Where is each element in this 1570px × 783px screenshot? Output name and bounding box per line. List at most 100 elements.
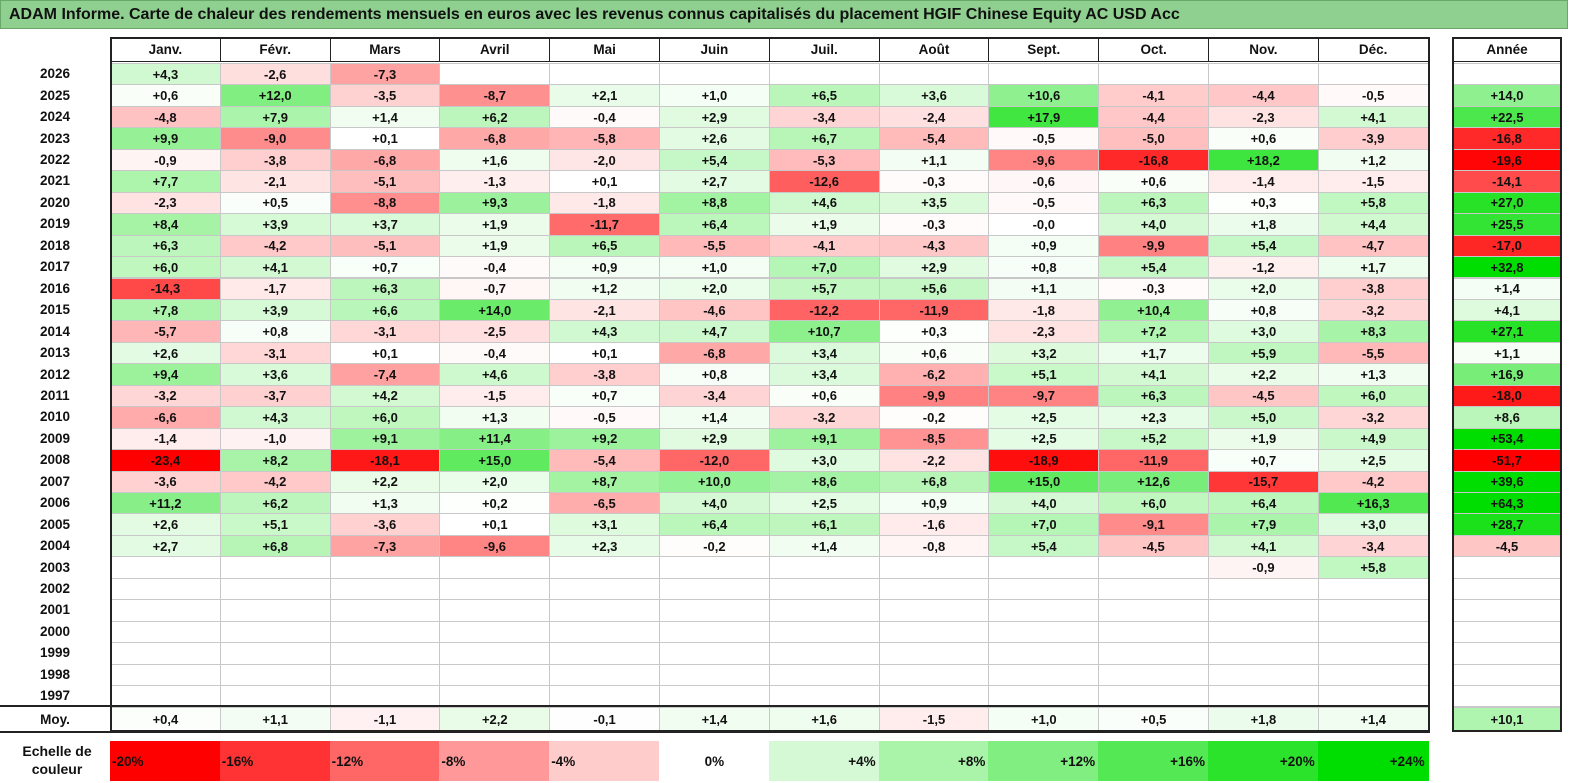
month-header: Mai — [549, 37, 660, 62]
heatmap-cell: -7,4 — [329, 363, 441, 386]
year-label: 1997 — [39, 688, 71, 704]
heatmap-cell: +2,5 — [768, 492, 880, 515]
heatmap-cell: -7,3 — [329, 63, 441, 86]
heatmap-cell: +3,2 — [988, 341, 1100, 365]
heatmap-cell — [1098, 642, 1209, 665]
heatmap-cell: -11,7 — [549, 213, 660, 236]
year-label: 2011 — [40, 387, 70, 403]
heatmap-cell: -0,3 — [878, 170, 990, 193]
heatmap-cell — [110, 577, 221, 601]
heatmap-cell: -5,7 — [110, 320, 221, 343]
heatmap-cell: -1,4 — [110, 427, 221, 451]
heatmap-cell — [1317, 642, 1429, 665]
heatmap-cell: -5,5 — [659, 234, 770, 258]
heatmap-cell: +15,0 — [988, 470, 1100, 493]
heatmap-cell: -6,6 — [110, 406, 221, 429]
heatmap-cell: -3,2 — [1317, 406, 1429, 429]
heatmap-cell — [768, 620, 880, 644]
annual-cell: +27,1 — [1452, 320, 1562, 343]
heatmap-cell: +0,6 — [768, 384, 880, 408]
heatmap-cell: -2,3 — [1208, 105, 1319, 129]
heatmap-cell: +2,1 — [549, 84, 660, 107]
heatmap-cell: -0,7 — [439, 277, 551, 300]
heatmap-cell: +10,6 — [988, 84, 1100, 107]
heatmap-cell — [439, 642, 551, 665]
heatmap-cell: +6,2 — [219, 492, 331, 515]
heatmap-cell: +0,9 — [988, 234, 1100, 258]
heatmap-cell: +6,0 — [110, 256, 221, 279]
heatmap-cell: +4,1 — [219, 256, 331, 279]
heatmap-cell: +1,0 — [659, 84, 770, 107]
month-header: Janv. — [110, 37, 221, 62]
year-label: 2007 — [39, 473, 71, 489]
heatmap-cell: -9,9 — [878, 384, 990, 408]
heatmap-cell — [329, 642, 441, 665]
heatmap-cell: -3,8 — [549, 363, 660, 386]
heatmap-cell: +0,7 — [1208, 449, 1319, 472]
heatmap-cell: -12,0 — [659, 449, 770, 472]
heatmap-cell: -11,9 — [878, 298, 990, 322]
heatmap-cell — [988, 620, 1100, 644]
annual-cell — [1452, 642, 1562, 665]
heatmap-cell: -1,8 — [988, 298, 1100, 322]
heatmap-cell — [659, 63, 770, 86]
heatmap-cell: -0,4 — [549, 105, 660, 129]
heatmap-cell — [549, 556, 660, 579]
year-label: 2002 — [39, 581, 71, 597]
heatmap-cell: +3,6 — [878, 84, 990, 107]
average-cell: +1,6 — [768, 707, 880, 732]
heatmap-cell: +5,7 — [768, 277, 880, 300]
heatmap-cell: +10,0 — [659, 470, 770, 493]
heatmap-cell: +0,8 — [219, 320, 331, 343]
heatmap-cell — [768, 663, 880, 687]
heatmap-cell: -6,8 — [659, 341, 770, 365]
heatmap-cell — [1208, 577, 1319, 601]
heatmap-cell: +5,0 — [1208, 406, 1319, 429]
heatmap-cell: -12,6 — [768, 170, 880, 193]
heatmap-cell: +9,2 — [549, 427, 660, 451]
scale-swatch: -8% — [439, 741, 551, 781]
annual-cell: -51,7 — [1452, 449, 1562, 472]
heatmap-cell: +0,3 — [1208, 191, 1319, 215]
heatmap-cell: +3,6 — [219, 363, 331, 386]
annual-cell: -16,8 — [1452, 127, 1562, 150]
heatmap-cell: +7,7 — [110, 170, 221, 193]
heatmap-cell: +2,5 — [988, 427, 1100, 451]
heatmap-cell: +3,1 — [549, 513, 660, 536]
heatmap-cell: -0,3 — [878, 213, 990, 236]
average-separator — [0, 705, 1430, 707]
heatmap-cell — [110, 663, 221, 687]
average-cell: -1,1 — [329, 707, 441, 732]
heatmap-cell: -8,5 — [878, 427, 990, 451]
annual-cell: -17,0 — [1452, 234, 1562, 258]
heatmap-cell: -2,4 — [878, 105, 990, 129]
average-cell: +0,5 — [1098, 707, 1209, 732]
heatmap-cell — [659, 599, 770, 622]
heatmap-cell — [219, 620, 331, 644]
heatmap-cell: +5,4 — [659, 148, 770, 172]
heatmap-cell: +1,9 — [768, 213, 880, 236]
average-cell: -0,1 — [549, 707, 660, 732]
heatmap-cell — [1208, 63, 1319, 86]
heatmap-cell: -4,7 — [1317, 234, 1429, 258]
year-label: 2003 — [39, 559, 71, 575]
average-cell: +2,2 — [439, 707, 551, 732]
heatmap-cell: +0,2 — [439, 492, 551, 515]
heatmap-cell: -2,3 — [988, 320, 1100, 343]
year-label: 2010 — [39, 409, 71, 425]
annual-cell: +4,1 — [1452, 298, 1562, 322]
heatmap-cell: +3,0 — [1317, 513, 1429, 536]
heatmap-cell: -3,5 — [329, 84, 441, 107]
heatmap-cell — [878, 663, 990, 687]
annual-cell — [1452, 663, 1562, 687]
heatmap-cell: +4,7 — [659, 320, 770, 343]
heatmap-cell: +0,8 — [988, 256, 1100, 279]
heatmap-cell — [988, 556, 1100, 579]
heatmap-cell: -0,2 — [878, 406, 990, 429]
heatmap-cell: -3,4 — [659, 384, 770, 408]
heatmap-cell: +6,5 — [768, 84, 880, 107]
year-label: 2019 — [39, 216, 71, 232]
heatmap-cell: -3,2 — [1317, 298, 1429, 322]
heatmap-cell: -9,0 — [219, 127, 331, 150]
heatmap-cell — [659, 642, 770, 665]
